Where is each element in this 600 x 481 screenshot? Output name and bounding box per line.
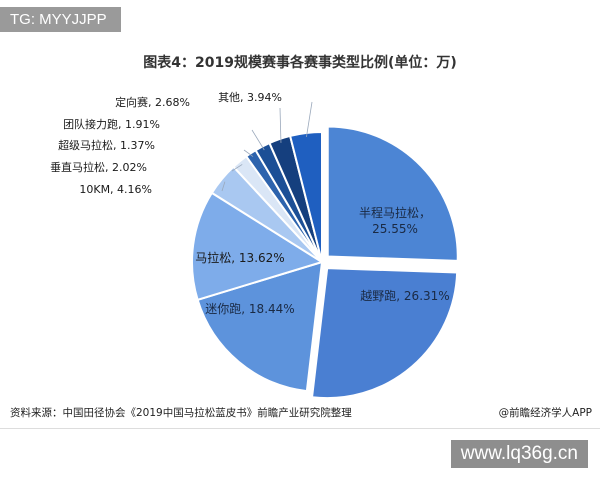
slice-label-8: 定向赛, 2.68% — [115, 95, 190, 109]
leader-lines — [221, 101, 313, 192]
pie-slice-9 — [288, 130, 323, 263]
leader-line-7 — [251, 129, 265, 151]
slice-label-4: 10KM, 4.16% — [79, 183, 152, 196]
pie-chart: 半程马拉松， 25.55% 越野跑, 26.31% 迷你跑, 18.44% 马拉松, 1… — [50, 91, 459, 400]
watermark-badge: TG: MYYJJPP — [0, 7, 121, 32]
leader-line-5 — [231, 164, 243, 172]
leader-line-9 — [306, 101, 313, 138]
slice-value-0: 25.55% — [372, 222, 418, 236]
site-url-badge: www.lq36g.cn — [450, 440, 588, 468]
slice-label-9: 其他, 3.94% — [218, 91, 282, 104]
pie-slice-1 — [310, 267, 459, 400]
pie-slice-0 — [326, 125, 459, 262]
source-note: 资料来源：中国田径协会《2019中国马拉松蓝皮书》前瞻产业研究院整理 — [10, 407, 352, 419]
slice-labels: 半程马拉松， 25.55% 越野跑, 26.31% 迷你跑, 18.44% 马拉松, 1… — [50, 91, 450, 316]
leader-line-6 — [243, 149, 254, 157]
slice-label-2: 迷你跑, 18.44% — [205, 302, 294, 316]
slice-label-0: 半程马拉松， — [359, 205, 431, 220]
slice-label-3: 马拉松, 13.62% — [195, 250, 284, 265]
chart-title: 图表4：2019规模赛事各赛事类型比例(单位：万) — [143, 55, 457, 71]
slice-label-7: 团队接力跑, 1.91% — [63, 117, 160, 131]
slice-label-6: 超级马拉松, 1.37% — [58, 138, 155, 152]
leader-line-4 — [221, 181, 226, 192]
pie-slice-2 — [196, 260, 324, 393]
pie-slice-3 — [191, 191, 325, 302]
slice-label-1: 越野跑, 26.31% — [360, 289, 449, 303]
slice-label-5: 垂直马拉松, 2.02% — [50, 160, 147, 174]
credit-note: @前瞻经济学人APP — [498, 407, 592, 419]
leader-line-8 — [279, 107, 282, 143]
